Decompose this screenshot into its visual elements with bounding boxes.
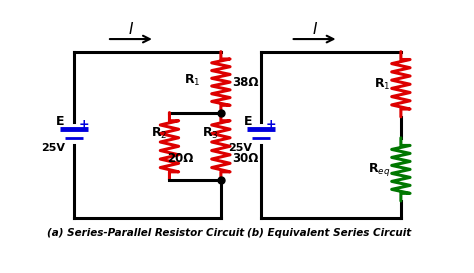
Text: R$_{eq}$: R$_{eq}$ <box>368 161 391 178</box>
Text: R$_1$: R$_1$ <box>374 77 391 92</box>
Text: R$_2$: R$_2$ <box>151 126 168 141</box>
Text: +: + <box>266 118 276 131</box>
Text: (b) Equivalent Series Circuit: (b) Equivalent Series Circuit <box>247 228 411 238</box>
Text: (a) Series-Parallel Resistor Circuit: (a) Series-Parallel Resistor Circuit <box>47 228 244 238</box>
Text: 30Ω: 30Ω <box>233 152 259 165</box>
Text: E: E <box>244 115 252 127</box>
Text: 20Ω: 20Ω <box>168 152 194 165</box>
Text: +: + <box>78 118 89 131</box>
Text: 25V: 25V <box>41 143 65 153</box>
Text: 25V: 25V <box>228 143 252 153</box>
Text: E: E <box>56 115 65 127</box>
Text: $I$: $I$ <box>128 21 134 37</box>
Text: R$_3$: R$_3$ <box>202 126 219 141</box>
Text: R$_1$: R$_1$ <box>184 73 201 88</box>
Text: $I$: $I$ <box>311 21 318 37</box>
Text: 38Ω: 38Ω <box>233 76 259 89</box>
